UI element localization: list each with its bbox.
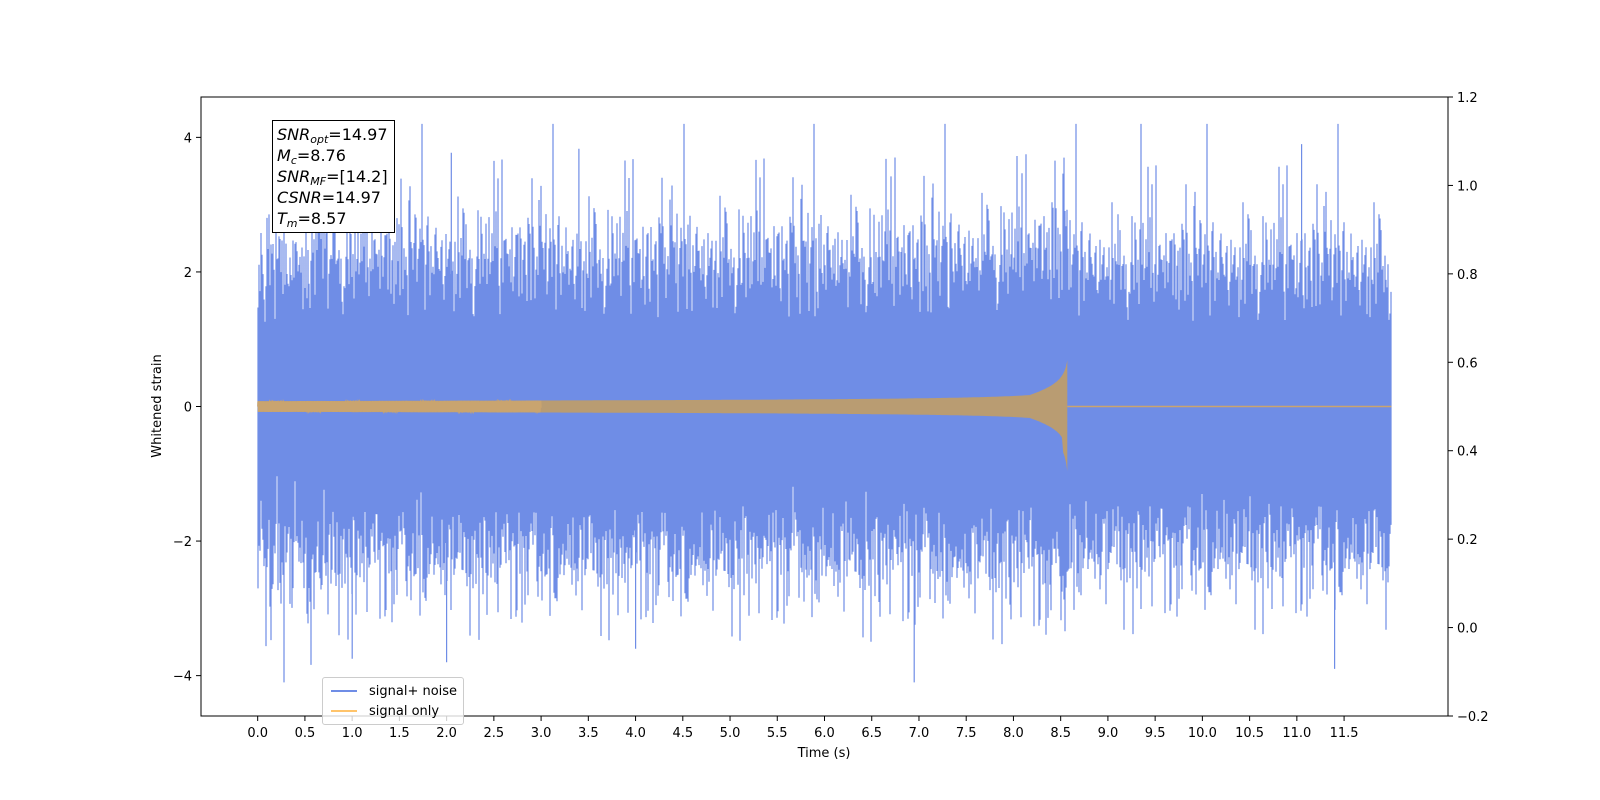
legend-label-signal-noise: signal+ noise <box>369 683 458 699</box>
x-tick-label: 8.0 <box>1003 726 1024 741</box>
legend-item-signal-noise: signal+ noise <box>331 681 457 701</box>
legend-item-signal-only: signal only <box>331 701 457 721</box>
y2-tick-label: 0.0 <box>1457 622 1478 637</box>
x-tick-label: 3.5 <box>578 726 599 741</box>
csnr-annotation: CSNR=14.97 <box>277 188 381 207</box>
x-tick-label: 6.0 <box>814 726 835 741</box>
x-tick-label: 9.5 <box>1145 726 1166 741</box>
y2-tick-label: 0.2 <box>1457 533 1478 548</box>
y2-tick-label: 0.8 <box>1457 268 1478 283</box>
x-tick-label: 5.0 <box>720 726 741 741</box>
legend-swatch-signal-noise <box>331 690 357 692</box>
legend: signal+ noise signal only <box>322 677 465 725</box>
x-tick-label: 0.5 <box>295 726 316 741</box>
x-tick-label: 2.0 <box>436 726 457 741</box>
x-tick-label: 7.0 <box>909 726 930 741</box>
y2-tick-label: 0.6 <box>1457 356 1478 371</box>
signal-only-line <box>257 398 542 415</box>
legend-swatch-signal-only <box>331 710 357 712</box>
mc-annotation: Mc=8.76 <box>277 146 346 167</box>
signal-only-series <box>257 360 1392 471</box>
y-tick-label: 2 <box>184 266 192 281</box>
x-tick-label: 11.0 <box>1282 726 1311 741</box>
snr-mf-annotation: SNRMF=[14.2] <box>277 167 388 188</box>
x-axis-label: Time (s) <box>797 746 851 761</box>
x-tick-label: 1.5 <box>389 726 410 741</box>
x-tick-label: 8.5 <box>1050 726 1071 741</box>
x-axis: 0.0 0.5 1.0 1.5 2.0 2.5 3.0 3.5 4.0 4.5 5.0 5.5 6.0 6… <box>247 716 1359 741</box>
y-axis-label: Whitened strain <box>150 354 165 457</box>
x-tick-label: 6.5 <box>861 726 882 741</box>
y2-tick-label: −0.2 <box>1457 710 1489 725</box>
y2-tick-label: 1.0 <box>1457 179 1478 194</box>
y-tick-label: 0 <box>184 401 192 416</box>
y-tick-label: −4 <box>173 670 192 685</box>
x-tick-label: 10.5 <box>1235 726 1264 741</box>
x-tick-label: 5.5 <box>767 726 788 741</box>
x-tick-label: 10.0 <box>1188 726 1217 741</box>
y2-tick-label: 1.2 <box>1457 91 1478 106</box>
legend-label-signal-only: signal only <box>369 703 440 719</box>
x-tick-label: 1.0 <box>342 726 363 741</box>
snr-opt-annotation: SNRopt=14.97 <box>277 125 388 146</box>
x-tick-label: 2.5 <box>484 726 505 741</box>
y2-axis: −0.2 0.0 0.2 0.4 0.6 0.8 1.0 1.2 <box>1448 91 1489 725</box>
x-tick-label: 3.0 <box>531 726 552 741</box>
x-tick-label: 11.5 <box>1330 726 1359 741</box>
y-axis: −4 −2 0 2 4 <box>173 131 201 685</box>
x-tick-label: 4.0 <box>625 726 646 741</box>
y2-tick-label: 0.4 <box>1457 445 1478 460</box>
x-tick-label: 0.0 <box>247 726 268 741</box>
tm-annotation: Tm=8.57 <box>277 209 347 230</box>
x-tick-label: 7.5 <box>956 726 977 741</box>
y-tick-label: 4 <box>184 131 192 146</box>
y-tick-label: −2 <box>173 535 192 550</box>
x-tick-label: 4.5 <box>672 726 693 741</box>
annotation-box: SNRopt=14.97 Mc=8.76 SNRMF=[14.2] CSNR=1… <box>272 120 395 233</box>
x-tick-label: 9.0 <box>1098 726 1119 741</box>
